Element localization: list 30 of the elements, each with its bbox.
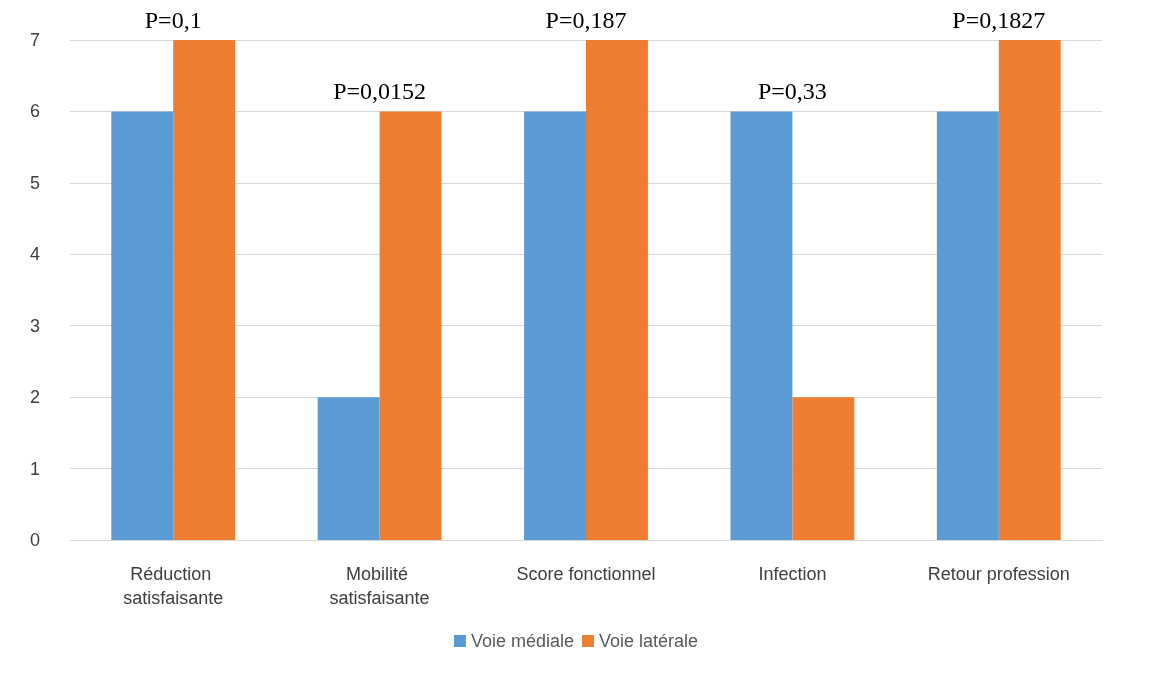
bar	[792, 397, 855, 540]
bar	[998, 40, 1061, 540]
bar	[317, 397, 380, 540]
y-tick-label: 7	[29, 30, 40, 50]
bar	[111, 111, 174, 540]
y-tick-label: 2	[29, 387, 40, 408]
legend-label: Voie latérale	[599, 631, 699, 651]
text: P=0,1	[144, 7, 202, 33]
y-tick-label: 3	[29, 315, 40, 336]
annotation: P=0,0152	[333, 78, 427, 105]
x-tick-label: Score fonctionnel	[516, 564, 656, 584]
bar	[936, 111, 999, 540]
bar	[586, 40, 648, 540]
text: P=0,187	[545, 7, 627, 33]
y-tick-label: 5	[29, 172, 40, 193]
x-tick-label: Mobilité satisfaisante	[329, 564, 430, 608]
x-tick-label: Infection	[758, 564, 827, 584]
legend-label: Voie médiale	[470, 631, 575, 651]
bar	[379, 111, 442, 540]
text: P=0,1827	[952, 7, 1046, 33]
bar	[524, 111, 586, 540]
y-tick-label: 6	[29, 101, 40, 122]
y-tick-label: 1	[29, 458, 40, 479]
annotation: P=0,33	[757, 78, 827, 105]
bar	[730, 111, 793, 540]
y-tick-label: 4	[29, 244, 40, 265]
x-tick-label: Retour profession	[927, 564, 1070, 584]
y-tick-label: 0	[29, 530, 40, 550]
bar	[173, 40, 236, 540]
x-tick-label: Réduction satisfaisante	[123, 564, 224, 608]
